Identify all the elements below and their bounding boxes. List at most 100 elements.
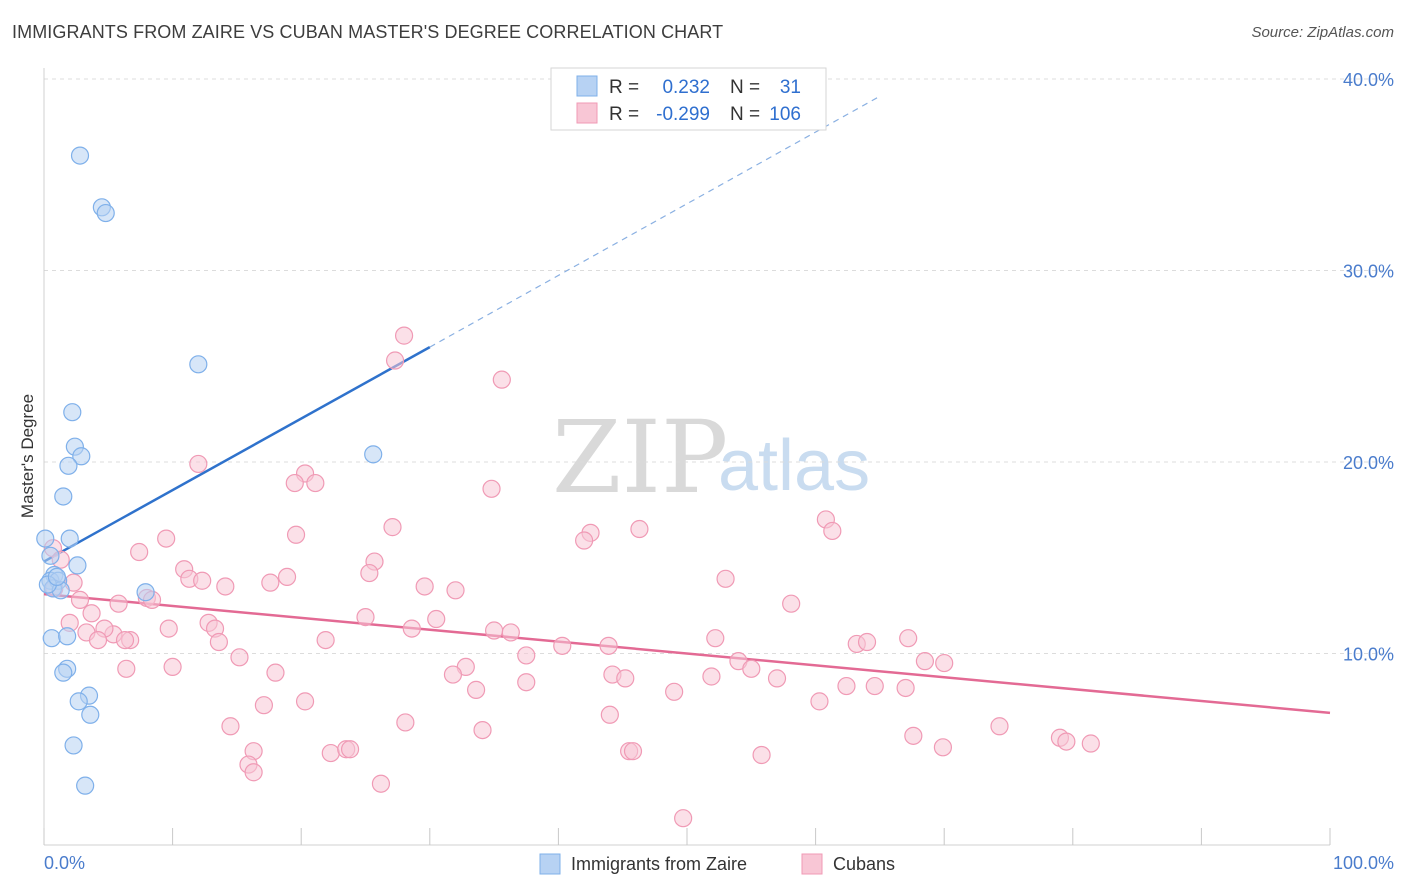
x-tick-label-max: 100.0% xyxy=(1333,853,1394,873)
point-cubans-26 xyxy=(261,573,280,592)
legend-n-label-zaire: N = xyxy=(730,77,760,98)
point-zaire-20 xyxy=(42,629,61,648)
point-cubans-16 xyxy=(630,519,649,539)
point-cubans-75 xyxy=(665,682,684,701)
point-cubans-72 xyxy=(517,673,536,692)
point-zaire-21 xyxy=(58,627,77,646)
point-cubans-54 xyxy=(553,636,572,655)
point-cubans-24 xyxy=(193,571,212,590)
point-cubans-15 xyxy=(575,531,594,550)
point-cubans-59 xyxy=(899,629,918,648)
point-cubans-74 xyxy=(616,669,635,688)
point-cubans-64 xyxy=(266,663,285,682)
point-cubans-53 xyxy=(316,630,335,650)
point-cubans-104 xyxy=(674,809,693,828)
point-cubans-1 xyxy=(385,351,405,370)
point-cubans-58 xyxy=(857,632,877,652)
watermark-zip: ZIP xyxy=(552,399,728,516)
point-zaire-26 xyxy=(81,705,100,724)
point-cubans-84 xyxy=(600,705,619,724)
legend-r-label-zaire: R = xyxy=(609,77,639,98)
x-tick-label-min: 0.0% xyxy=(44,853,85,873)
point-cubans-44 xyxy=(159,619,178,638)
point-zaire-8 xyxy=(54,487,73,506)
point-cubans-87 xyxy=(473,720,492,740)
y-axis-tick-labels: 10.0% 20.0% 30.0% 40.0% xyxy=(1343,70,1394,665)
point-cubans-32 xyxy=(70,590,90,609)
point-zaire-13 xyxy=(68,556,87,575)
point-cubans-85 xyxy=(221,717,240,736)
point-cubans-13 xyxy=(383,518,402,537)
point-zaire-25 xyxy=(69,692,88,711)
point-cubans-80 xyxy=(896,678,915,698)
point-cubans-79 xyxy=(865,676,884,696)
point-cubans-73 xyxy=(466,680,486,699)
point-cubans-97 xyxy=(340,740,360,759)
point-cubans-90 xyxy=(933,738,953,757)
trend-line-zaire xyxy=(43,346,431,563)
watermark-atlas: atlas xyxy=(718,426,870,506)
legend-n-value-cubans: 106 xyxy=(769,104,801,125)
point-cubans-3 xyxy=(189,454,208,474)
point-cubans-39 xyxy=(427,609,446,629)
point-cubans-92 xyxy=(1057,732,1076,751)
point-zaire-3 xyxy=(189,355,208,374)
legend-n-value-zaire: 31 xyxy=(780,77,801,98)
point-cubans-18 xyxy=(823,521,842,541)
point-cubans-95 xyxy=(321,743,340,763)
watermark: ZIP atlas xyxy=(552,399,870,516)
series-legend-label-cubans: Cubans xyxy=(833,854,895,874)
point-cubans-2 xyxy=(492,370,511,389)
point-cubans-78 xyxy=(837,676,856,696)
series-legend: Immigrants from Zaire Cubans xyxy=(539,853,895,875)
point-cubans-48 xyxy=(485,621,504,640)
point-cubans-30 xyxy=(716,569,735,588)
legend-r-label-cubans: R = xyxy=(609,104,639,125)
chart-title: IMMIGRANTS FROM ZAIRE VS CUBAN MASTER'S … xyxy=(12,22,724,42)
legend-swatch-cubans xyxy=(576,102,598,124)
point-cubans-11 xyxy=(130,542,149,562)
point-cubans-61 xyxy=(517,646,536,665)
point-cubans-82 xyxy=(295,692,315,711)
point-zaire-12 xyxy=(41,546,60,565)
point-zaire-30 xyxy=(47,567,66,587)
point-cubans-7 xyxy=(482,479,501,498)
point-cubans-83 xyxy=(810,692,829,711)
point-cubans-71 xyxy=(935,653,954,673)
point-cubans-33 xyxy=(109,594,128,613)
point-cubans-100 xyxy=(752,745,771,765)
point-zaire-0 xyxy=(70,146,90,165)
point-zaire-19 xyxy=(136,583,155,602)
y-tick-label-30: 30.0% xyxy=(1343,262,1394,282)
point-zaire-2 xyxy=(96,203,115,223)
point-cubans-77 xyxy=(767,669,787,688)
point-cubans-62 xyxy=(117,659,136,678)
point-zaire-27 xyxy=(64,736,83,755)
point-cubans-86 xyxy=(396,713,415,732)
point-cubans-10 xyxy=(157,529,176,548)
legend-r-value-cubans: -0.299 xyxy=(656,104,710,125)
point-cubans-36 xyxy=(82,604,101,623)
point-zaire-10 xyxy=(36,529,55,548)
point-zaire-6 xyxy=(72,447,91,466)
point-cubans-105 xyxy=(115,630,135,650)
point-zaire-4 xyxy=(63,403,82,422)
point-cubans-27 xyxy=(277,567,297,587)
point-cubans-40 xyxy=(782,594,801,613)
point-cubans-89 xyxy=(904,726,923,745)
point-cubans-99 xyxy=(623,742,643,761)
point-zaire-11 xyxy=(60,529,79,548)
point-cubans-12 xyxy=(286,525,306,544)
point-cubans-56 xyxy=(706,629,725,648)
trend-lines xyxy=(43,95,1331,715)
point-cubans-93 xyxy=(1081,734,1100,753)
point-cubans-81 xyxy=(254,696,274,715)
point-cubans-5 xyxy=(285,473,304,493)
point-zaire-9 xyxy=(364,445,383,464)
y-axis-title: Master's Degree xyxy=(18,394,37,518)
point-zaire-28 xyxy=(76,776,95,795)
series-legend-swatch-cubans xyxy=(801,853,823,875)
point-cubans-76 xyxy=(702,667,721,686)
scatter-points xyxy=(36,146,1100,828)
legend-r-value-zaire: 0.232 xyxy=(662,77,710,98)
